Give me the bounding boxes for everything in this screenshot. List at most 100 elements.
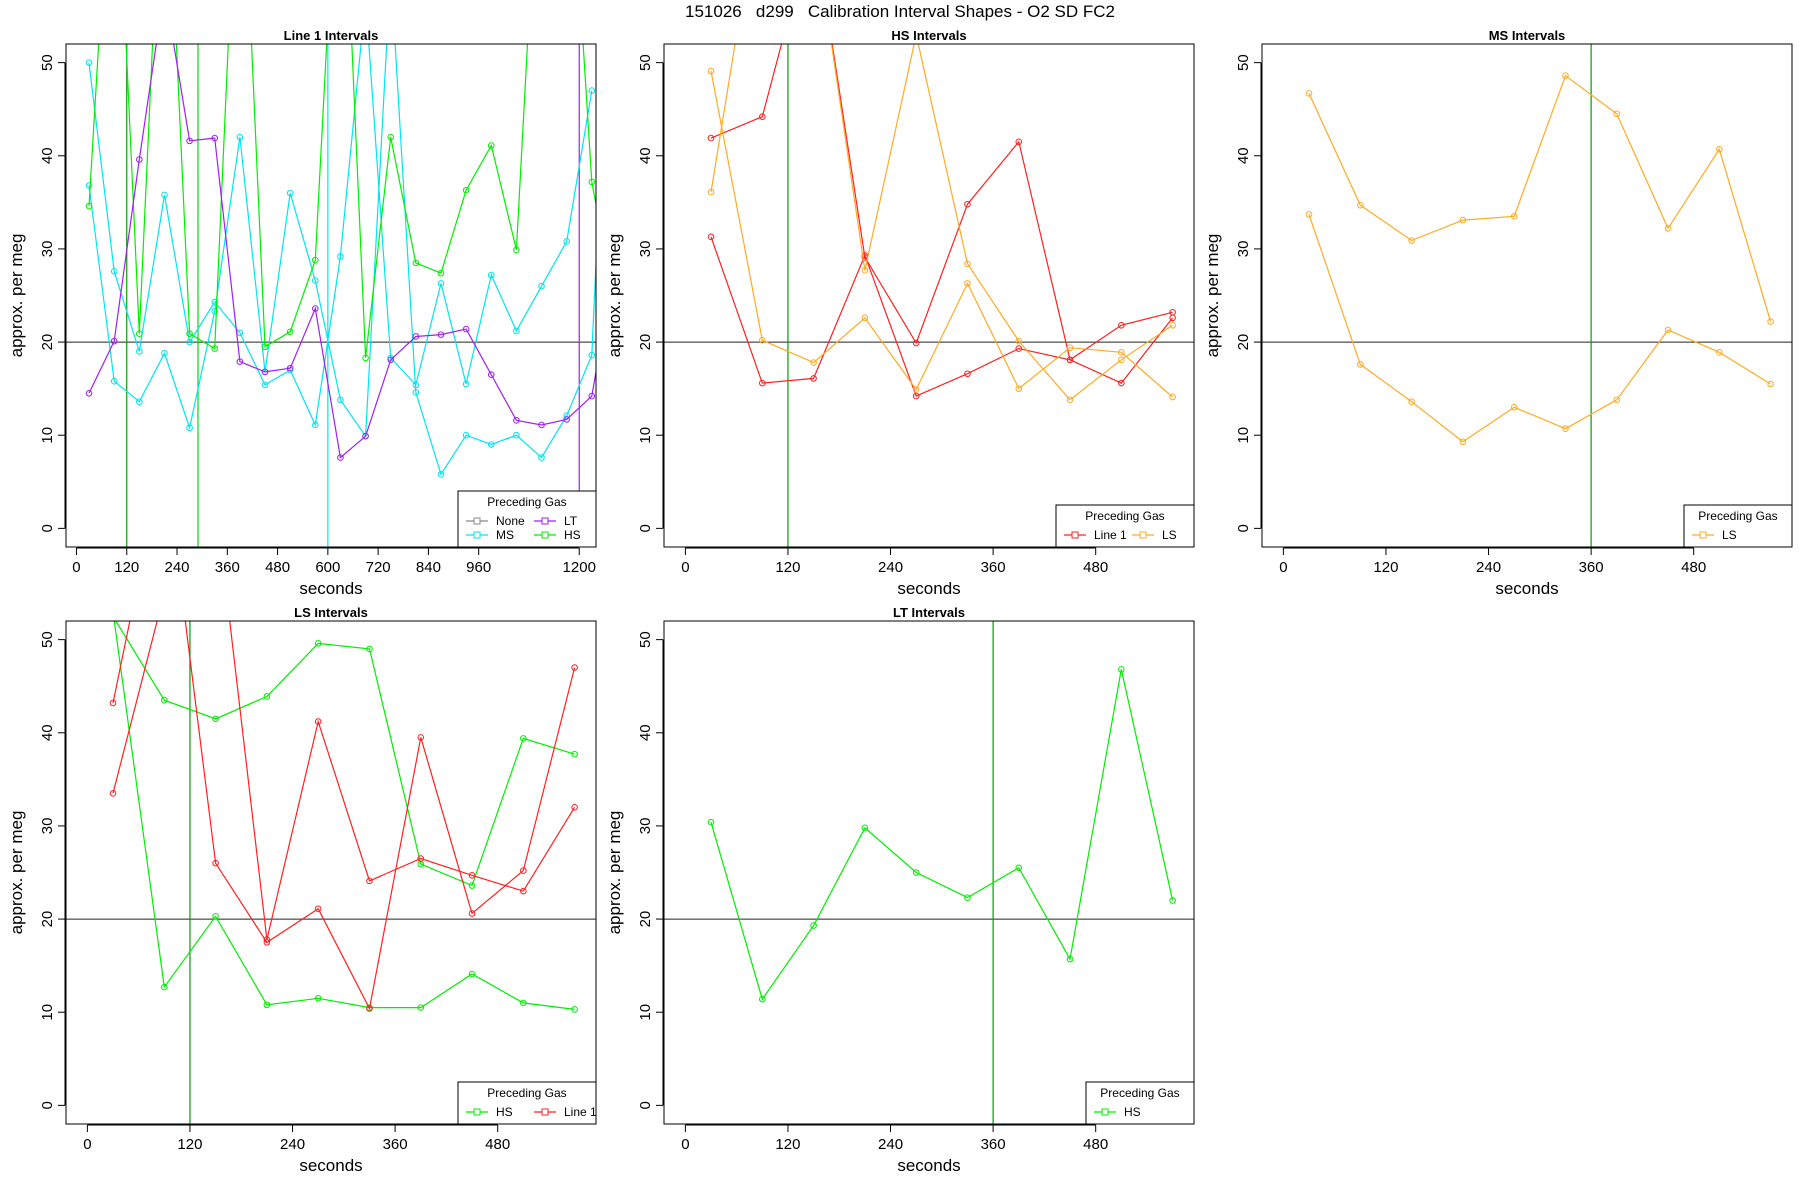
data-point (810, 359, 817, 366)
data-point (261, 381, 269, 389)
series-line-hs (113, 621, 575, 1010)
y-tick-label: 10 (39, 1004, 56, 1021)
data-point (1169, 314, 1176, 322)
x-tick-label: 120 (1373, 559, 1398, 576)
data-point (810, 375, 817, 382)
x-axis: 0 120 240 360 480 (681, 1124, 1108, 1153)
panel-title: LT Intervals (893, 605, 965, 620)
data-point (538, 421, 545, 429)
chart-panel-4: LS Intervals seconds approx. per meg 0 120 24… (7, 605, 597, 1175)
data-point (236, 133, 244, 141)
data-point (1357, 201, 1364, 209)
legend-entry-label: LT (564, 514, 578, 528)
data-point (387, 133, 395, 141)
data-point (1408, 398, 1415, 405)
data-point (912, 339, 920, 347)
data-point (437, 280, 445, 287)
data-point (538, 282, 545, 290)
data-point (707, 67, 715, 75)
x-tick-label: 240 (878, 559, 903, 576)
data-point (1408, 237, 1415, 244)
chart-panel-1: Line 1 Intervals seconds approx. per meg 0 1… (7, 28, 597, 598)
data-point (110, 337, 118, 345)
data-point (161, 191, 168, 199)
x-tick-label: 600 (315, 559, 340, 576)
data-point (513, 417, 520, 424)
y-tick-label: 50 (1235, 54, 1252, 71)
data-point (1118, 356, 1125, 364)
data-point (1767, 318, 1774, 325)
plot-frame (65, 620, 597, 1125)
data-point (563, 412, 570, 419)
plot-area (664, 44, 1194, 547)
panel-title: LS Intervals (294, 605, 368, 620)
data-point (110, 267, 118, 275)
data-point (311, 305, 319, 312)
data-point (136, 398, 143, 405)
series-line-line-1 (112, 621, 576, 1011)
panel-title: MS Intervals (1489, 28, 1566, 43)
x-tick-label: 480 (1083, 559, 1108, 576)
data-point (136, 348, 143, 355)
data-point (109, 699, 117, 707)
x-tick-label: 480 (485, 1136, 510, 1153)
data-point (212, 912, 219, 920)
y-tick-label: 30 (637, 241, 654, 258)
data-point (186, 424, 193, 432)
y-tick-label: 0 (1235, 524, 1252, 532)
data-point (810, 922, 817, 929)
y-tick-label: 30 (39, 241, 56, 258)
data-point (417, 1004, 425, 1011)
y-tick-label: 40 (39, 724, 56, 741)
x-axis: 0 120 240 360 480 (681, 547, 1108, 576)
data-point (759, 379, 766, 387)
x-axis-label: seconds (897, 579, 960, 598)
data-point (362, 432, 369, 440)
data-point (286, 189, 294, 197)
data-point (538, 454, 545, 461)
data-point (1066, 356, 1074, 364)
x-axis-label: seconds (1495, 579, 1558, 598)
series-line-ms (88, 44, 593, 428)
data-point (85, 390, 93, 397)
data-point (707, 134, 715, 142)
plot-area (664, 621, 1194, 1124)
data-point (520, 887, 527, 895)
legend-swatch-marker (473, 531, 481, 539)
data-point (520, 999, 527, 1007)
data-point (366, 645, 373, 653)
data-point (263, 936, 271, 943)
y-tick-label: 0 (637, 524, 654, 532)
data-point (1118, 322, 1125, 329)
data-point (759, 113, 766, 120)
data-point (520, 735, 527, 742)
data-point (211, 308, 219, 315)
data-point (1562, 425, 1569, 433)
legend-title: Preceding Gas (1085, 509, 1164, 523)
data-point (211, 298, 219, 306)
data-point (337, 396, 344, 404)
data-point (110, 377, 118, 385)
y-tick-label: 0 (39, 1101, 56, 1109)
data-point (211, 345, 219, 352)
legend-swatch-marker (541, 517, 549, 525)
y-tick-label: 30 (1235, 241, 1252, 258)
data-point (468, 970, 476, 978)
legend-box (1055, 504, 1195, 548)
plot-area (66, 621, 596, 1124)
legend-title: Preceding Gas (1698, 509, 1777, 523)
data-point (412, 389, 420, 396)
panel-title: HS Intervals (891, 28, 966, 43)
legend-entry-label: Line 1 (1094, 528, 1127, 542)
y-axis: 0 10 20 30 40 50 (1235, 54, 1262, 533)
data-point (1613, 110, 1621, 118)
data-point (462, 325, 470, 333)
data-point (366, 1005, 373, 1012)
y-axis: 0 10 20 30 40 50 (39, 54, 66, 533)
data-point (513, 431, 520, 439)
data-point (337, 454, 344, 461)
y-tick-label: 40 (39, 147, 56, 164)
data-point (462, 380, 470, 388)
data-point (571, 1006, 578, 1013)
data-point (236, 358, 244, 365)
